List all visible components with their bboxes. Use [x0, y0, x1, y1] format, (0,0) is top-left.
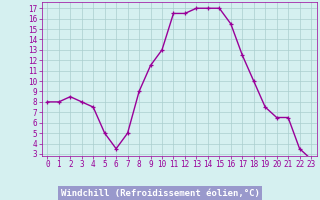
Text: Windchill (Refroidissement éolien,°C): Windchill (Refroidissement éolien,°C) — [60, 189, 260, 198]
